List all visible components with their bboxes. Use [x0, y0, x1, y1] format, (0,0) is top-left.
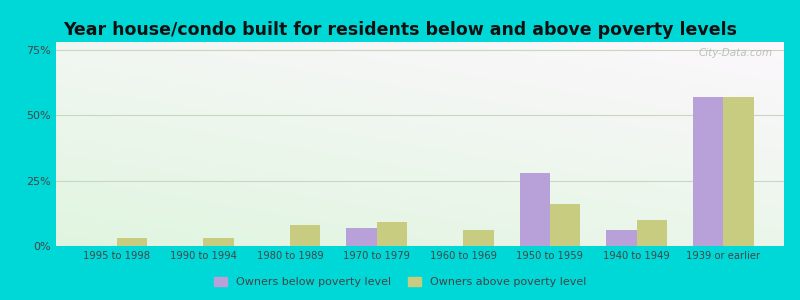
- Bar: [463, 230, 494, 246]
- Bar: [346, 228, 377, 246]
- Text: Year house/condo built for residents below and above poverty levels: Year house/condo built for residents bel…: [63, 21, 737, 39]
- Bar: [203, 238, 234, 246]
- Legend: Owners below poverty level, Owners above poverty level: Owners below poverty level, Owners above…: [210, 272, 590, 291]
- Bar: [637, 220, 667, 246]
- Bar: [723, 97, 754, 246]
- Text: City-Data.com: City-Data.com: [699, 48, 773, 58]
- Bar: [377, 223, 407, 246]
- Bar: [290, 225, 320, 246]
- Bar: [520, 173, 550, 246]
- Bar: [550, 204, 580, 246]
- Bar: [117, 238, 147, 246]
- Bar: [693, 97, 723, 246]
- Bar: [606, 230, 637, 246]
